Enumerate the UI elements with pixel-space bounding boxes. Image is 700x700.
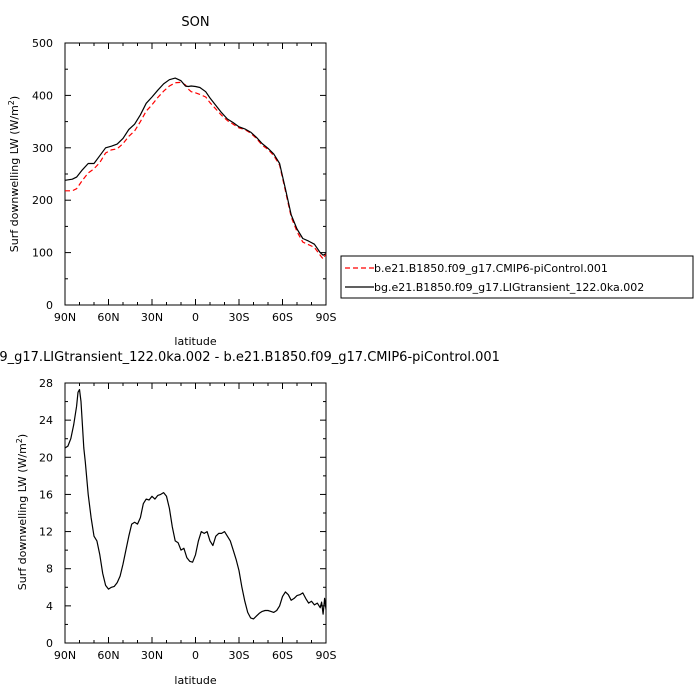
bottom-chart-frame <box>64 382 327 644</box>
top-chart-ylabel-main: Surf downwelling LW (W/m <box>8 105 21 252</box>
legend-label-2: bg.e21.B1850.f09_g17.LIGtransient_122.0k… <box>374 281 644 294</box>
top-chart-ylabel-tail: ) <box>8 96 21 100</box>
bottom-chart-title: bg.e21.B1850.f09_g17.LIGtransient_122.0k… <box>0 350 500 365</box>
bottom-chart-ytick-label: 28 <box>39 377 53 390</box>
top-chart-xtick-label: 30N <box>141 311 163 324</box>
bottom-chart-xtick-label: 60S <box>272 649 293 662</box>
bottom-chart-ylabel-main: Surf downwelling LW (W/m <box>16 443 29 590</box>
bottom-chart-series-line-1 <box>64 388 327 620</box>
top-chart-xtick-label: 90S <box>316 311 337 324</box>
top-chart-ytick-label: 400 <box>32 89 53 102</box>
top-chart-ytick-label: 300 <box>32 142 53 155</box>
bottom-chart-xtick-label: 90S <box>316 649 337 662</box>
bottom-chart-ytick-label: 4 <box>46 600 53 613</box>
bottom-chart-ytick-label: 12 <box>39 526 53 539</box>
bottom-chart-ylabel-sup: 2 <box>15 438 24 443</box>
top-chart-xtick-label: 0 <box>192 311 199 324</box>
top-chart-ylabel-sup: 2 <box>7 100 16 105</box>
top-chart-xtick-label: 90N <box>54 311 76 324</box>
bottom-chart-ylabel-tail: ) <box>16 434 29 438</box>
bottom-chart-ytick-label: 20 <box>39 451 53 464</box>
top-chart-title: SON <box>181 15 209 30</box>
bottom-chart-ytick-label: 0 <box>46 637 53 650</box>
bottom-chart-xtick-label: 90N <box>54 649 76 662</box>
bottom-chart-plot-area: 90N 60N 30N 0 30S 60S 90S 0 4 8 12 16 20 24 28 <box>39 377 337 662</box>
panel-top: SON 90N 60N 30N 0 30S 60S 90S0100200300400500 … <box>7 15 694 348</box>
panel-bottom: bg.e21.B1850.f09_g17.LIGtransient_122.0k… <box>0 350 500 687</box>
top-chart-ytick-label: 500 <box>32 37 53 50</box>
top-chart-frame <box>64 42 327 306</box>
top-chart-xtick-label: 60N <box>97 311 119 324</box>
bottom-chart-xtick-label: 30S <box>229 649 250 662</box>
legend-label-1: b.e21.B1850.f09_g17.CMIP6-piControl.001 <box>374 262 608 275</box>
top-chart-ytick-label: 200 <box>32 194 53 207</box>
top-chart-legend: b.e21.B1850.f09_g17.CMIP6-piControl.001b… <box>340 255 694 299</box>
bottom-chart-ytick-label: 16 <box>39 488 53 501</box>
top-chart-xtick-label: 30S <box>229 311 250 324</box>
bottom-chart-xtick-label: 60N <box>97 649 119 662</box>
top-chart-xlabel: latitude <box>174 335 216 348</box>
top-chart-ytick-label: 100 <box>32 247 53 260</box>
bottom-chart-ytick-label: 24 <box>39 414 53 427</box>
top-chart-series-line-2 <box>64 77 327 256</box>
bottom-chart-ytick-label: 8 <box>46 563 53 576</box>
top-chart-xtick-label: 60S <box>272 311 293 324</box>
top-chart-ylabel: Surf downwelling LW (W/m2) <box>7 96 21 252</box>
top-chart-plot-area: 90N 60N 30N 0 30S 60S 90S 0 100 200 300 400 500 <box>32 37 337 324</box>
bottom-chart-xlabel: latitude <box>174 674 216 687</box>
top-chart-ytick-label: 0 <box>46 299 53 312</box>
bottom-chart-xtick-label: 30N <box>141 649 163 662</box>
top-chart-series-line-1 <box>65 81 327 260</box>
bottom-chart-xtick-label: 0 <box>192 649 199 662</box>
bottom-chart-ylabel: Surf downwelling LW (W/m2) <box>15 434 29 590</box>
legend-box <box>340 255 694 299</box>
